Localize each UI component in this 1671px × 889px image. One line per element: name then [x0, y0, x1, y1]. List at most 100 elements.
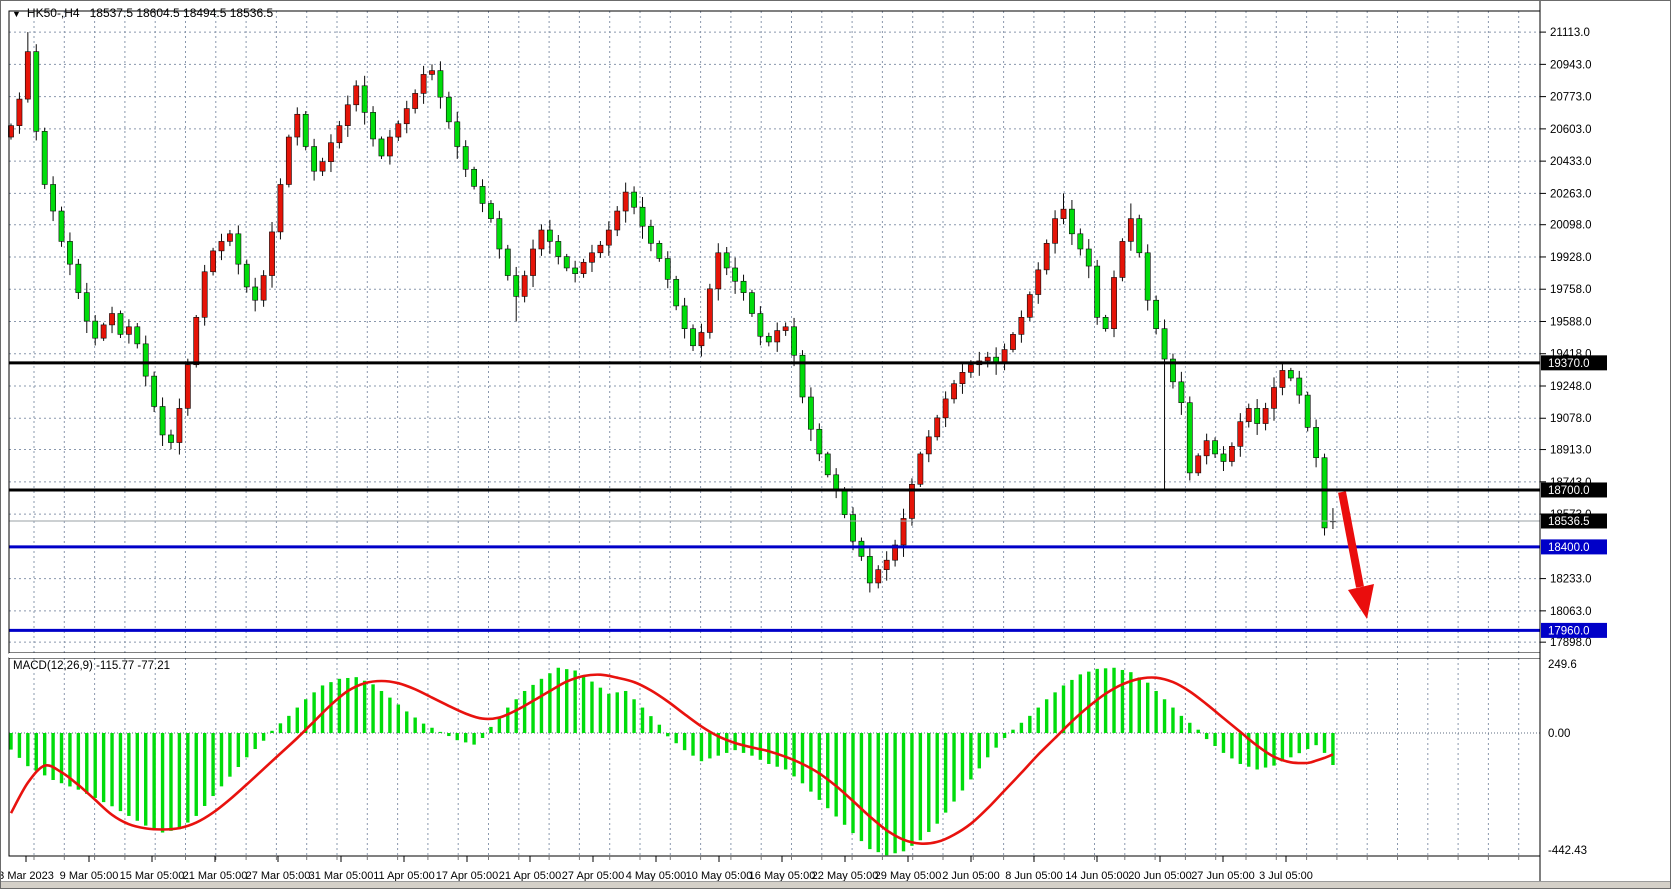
price-lines-layer[interactable]	[9, 361, 1540, 632]
candle-body	[850, 514, 856, 542]
candle	[639, 196, 646, 239]
macd-bar	[800, 733, 805, 784]
candle	[715, 243, 722, 301]
candle	[134, 323, 141, 349]
candle	[765, 332, 772, 347]
candle-body	[530, 248, 536, 276]
candle	[8, 123, 14, 140]
candle	[1212, 437, 1218, 458]
candle	[1060, 193, 1067, 225]
candle-body	[1321, 457, 1328, 529]
candle-body	[546, 229, 553, 242]
macd-bar	[1044, 699, 1049, 733]
price-tick-label: 18063.0	[1550, 606, 1592, 618]
candle	[479, 179, 486, 213]
candle-body	[1094, 265, 1101, 318]
macd-bar	[691, 733, 695, 756]
candle	[445, 91, 452, 129]
candle-body	[580, 261, 587, 274]
candle-body	[1161, 328, 1168, 360]
candle-body	[614, 210, 621, 231]
candle-body	[967, 364, 974, 373]
macd-bar	[421, 723, 426, 733]
candle-body	[690, 328, 696, 347]
candle	[866, 548, 873, 593]
candle-body	[243, 263, 250, 288]
candle-body	[883, 559, 890, 570]
macd-bar	[927, 733, 931, 832]
price-tick-label: 18913.0	[1550, 445, 1592, 457]
candle-body	[892, 544, 898, 561]
candle	[1313, 419, 1319, 468]
candle	[555, 234, 562, 265]
macd-bar	[1230, 733, 1234, 759]
candle	[984, 351, 991, 368]
symbol-dropdown-icon[interactable]: ▼	[12, 9, 21, 19]
candle	[1111, 270, 1117, 338]
candle	[1321, 453, 1328, 536]
candle	[757, 306, 764, 346]
candle-body	[841, 489, 848, 515]
price-tick-label: 20773.0	[1550, 92, 1592, 104]
macd-bar	[1314, 733, 1318, 746]
candle	[412, 89, 419, 114]
candle-body	[1254, 408, 1261, 424]
candle	[530, 239, 536, 288]
macd-bar	[666, 733, 670, 737]
candle	[277, 178, 284, 240]
candle	[909, 478, 915, 526]
macd-bar	[733, 733, 737, 751]
candle	[1279, 364, 1286, 396]
candle	[151, 371, 158, 413]
macd-bar	[657, 724, 662, 733]
macd-bar	[1070, 679, 1074, 733]
down-arrow-annotation[interactable]	[1338, 491, 1374, 619]
candle	[109, 306, 115, 334]
macd-bar	[935, 733, 939, 824]
price-line-label: 18700.0	[1548, 485, 1590, 497]
candle-body	[622, 191, 629, 212]
candle	[168, 429, 174, 450]
candle-body	[951, 383, 957, 400]
macd-bar	[1154, 690, 1158, 733]
macd-bar	[219, 733, 224, 787]
price-axis[interactable]: 21113.0 20943.0 20773.0 20603.0 20433.0 20263…	[1539, 1, 1607, 884]
macd-bar	[236, 733, 241, 768]
candle	[673, 275, 680, 311]
candle-body	[698, 332, 705, 347]
candle-body	[1178, 381, 1185, 403]
candle	[951, 379, 957, 404]
candle-body	[1296, 377, 1303, 396]
candle	[774, 322, 781, 352]
candle	[1102, 314, 1109, 332]
candle-body	[83, 292, 90, 322]
macd-bar	[1036, 707, 1040, 733]
candle-body	[235, 233, 242, 265]
candle	[227, 229, 233, 247]
candle	[538, 224, 545, 256]
macd-bar	[346, 677, 350, 733]
candle-body	[866, 556, 873, 584]
candle	[429, 64, 435, 81]
macd-bar	[792, 733, 796, 777]
candle	[1094, 259, 1101, 325]
candle	[513, 266, 520, 322]
candle	[403, 100, 410, 134]
candle	[782, 322, 789, 336]
candle-body	[605, 229, 612, 246]
macd-axis-label: 0.00	[1548, 728, 1570, 740]
panel-divider[interactable]	[9, 653, 1540, 658]
candle-body	[1127, 218, 1134, 242]
macd-bar	[623, 690, 628, 733]
candle-body	[227, 233, 233, 242]
macd-bar	[1019, 722, 1024, 733]
macd-bar	[118, 733, 123, 812]
macd-bar	[758, 733, 763, 760]
macd-bar	[278, 723, 283, 733]
candle-body	[917, 453, 924, 485]
macd-bar	[17, 733, 22, 758]
candle-body	[151, 375, 158, 407]
candle-body	[875, 569, 882, 584]
macd-bar	[783, 733, 788, 770]
